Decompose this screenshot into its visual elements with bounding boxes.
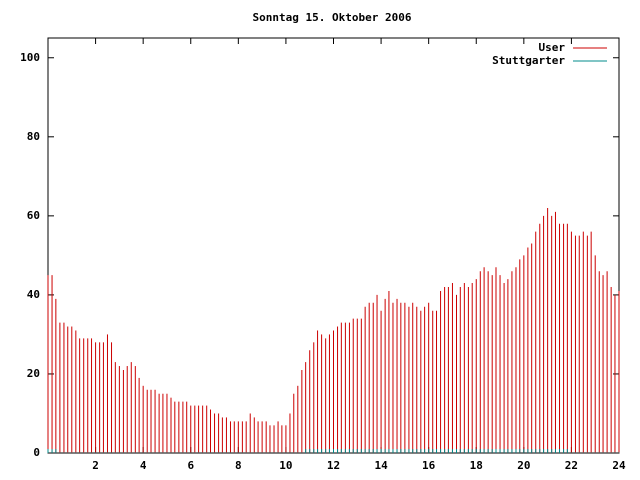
x-tick-label: 4 xyxy=(140,459,147,472)
legend-label: Stuttgarter xyxy=(492,54,565,67)
y-tick-label: 60 xyxy=(27,209,40,222)
x-tick-label: 12 xyxy=(327,459,340,472)
x-tick-label: 6 xyxy=(187,459,194,472)
x-tick-label: 16 xyxy=(422,459,436,472)
x-tick-label: 8 xyxy=(235,459,242,472)
x-tick-label: 14 xyxy=(374,459,388,472)
y-tick-label: 80 xyxy=(27,130,40,143)
y-tick-label: 0 xyxy=(33,446,40,459)
x-tick-label: 22 xyxy=(565,459,578,472)
y-tick-label: 40 xyxy=(27,288,40,301)
y-tick-label: 20 xyxy=(27,367,40,380)
chart-title: Sonntag 15. Oktober 2006 xyxy=(253,11,412,24)
y-tick-label: 100 xyxy=(20,51,40,64)
x-tick-label: 2 xyxy=(92,459,99,472)
x-tick-label: 24 xyxy=(612,459,626,472)
x-tick-label: 18 xyxy=(470,459,483,472)
x-tick-label: 20 xyxy=(517,459,530,472)
x-tick-label: 10 xyxy=(279,459,292,472)
legend-label: User xyxy=(539,41,566,54)
